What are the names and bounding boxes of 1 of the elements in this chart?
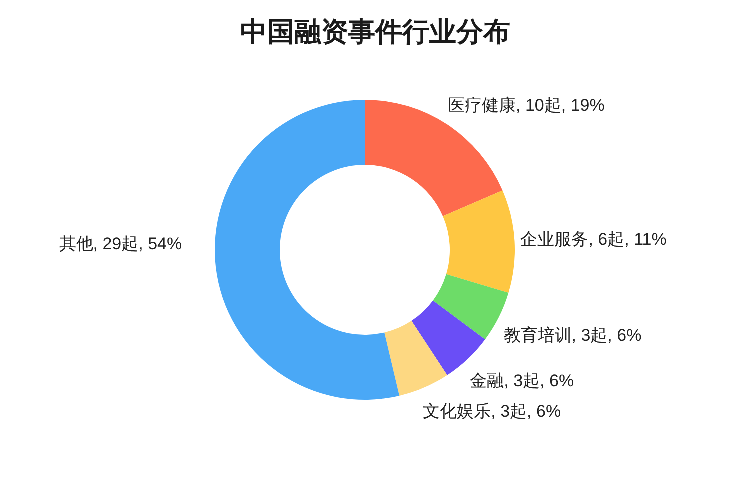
title: 中国融资事件行业分布 [240, 17, 510, 47]
